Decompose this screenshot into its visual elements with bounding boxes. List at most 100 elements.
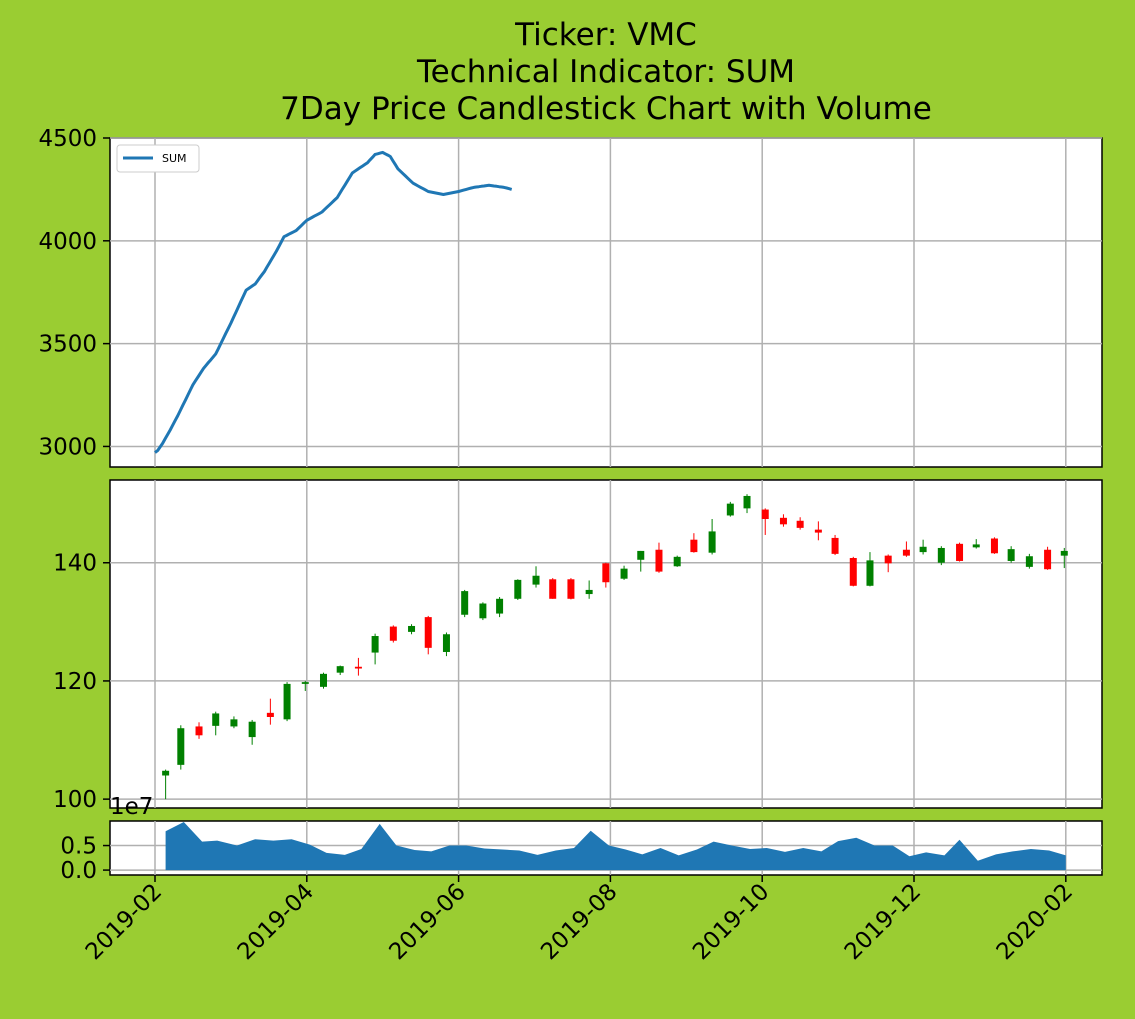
candle-body [602, 563, 610, 583]
candle [389, 625, 397, 643]
candle-body [743, 495, 751, 509]
candle-body [1044, 549, 1052, 570]
candle [726, 501, 734, 517]
candle-body [637, 550, 645, 560]
y-tick-label: 0.0 [60, 858, 97, 884]
candle-body [972, 544, 980, 548]
volume-area [165, 822, 1066, 871]
candle [532, 566, 540, 588]
candle-body [620, 568, 628, 579]
candle [1007, 546, 1015, 563]
candle-body [990, 538, 998, 554]
candle [408, 624, 416, 635]
candle-body [248, 721, 256, 738]
candle [743, 494, 751, 514]
title-line: Ticker: VMC [514, 17, 697, 53]
candle [319, 672, 327, 689]
candle-body [690, 539, 698, 553]
candle [266, 698, 274, 725]
candle-body [585, 589, 593, 595]
candle [567, 578, 575, 600]
candle [283, 682, 291, 722]
candle-body [937, 547, 945, 563]
candle [620, 565, 628, 580]
candle [1044, 546, 1052, 570]
candle [902, 541, 910, 557]
candle [708, 519, 716, 555]
price-axes [109, 479, 1103, 809]
y-tick-label: 4500 [38, 126, 97, 152]
candle-body [919, 546, 927, 553]
candle-body [761, 509, 769, 520]
x-tick-label: 2019-02 [81, 879, 167, 965]
candle [479, 602, 487, 621]
candle [371, 633, 379, 665]
candle [655, 542, 663, 573]
candle [301, 680, 309, 691]
y-tick-label: 100 [53, 787, 97, 813]
candle [461, 589, 469, 618]
candle-body [902, 549, 910, 556]
candle-body [162, 770, 170, 776]
candle-body [708, 531, 716, 553]
candle-body [389, 626, 397, 641]
candle-body [424, 617, 432, 648]
candle-body [319, 673, 327, 687]
price-panel: 100 120 140 [53, 479, 1103, 813]
candle [972, 539, 980, 549]
candle-body [195, 726, 203, 736]
candle [1060, 547, 1068, 569]
candle [814, 521, 822, 541]
candle-body [336, 666, 344, 673]
candle-body [1025, 556, 1033, 567]
candle [1025, 553, 1033, 569]
candle [442, 632, 450, 657]
candle [212, 711, 220, 736]
y-tick-label: 3000 [38, 434, 97, 460]
title-line: 7Day Price Candlestick Chart with Volume [280, 91, 932, 127]
candle [796, 517, 804, 530]
candle-body [814, 529, 822, 533]
x-tick-label: 2019-12 [840, 879, 926, 965]
candle-body [1007, 549, 1015, 561]
x-tick-label: 2019-08 [536, 879, 622, 965]
candle-body [301, 682, 309, 684]
candle-body [283, 683, 291, 720]
title-line: Technical Indicator: SUM [416, 54, 795, 90]
candle [424, 615, 432, 655]
price-y-ticks: 100 120 140 [53, 551, 110, 813]
candle [761, 508, 769, 535]
candle-body [230, 719, 238, 727]
x-tick-label: 2020-02 [992, 879, 1078, 965]
candle [549, 578, 557, 599]
candle-body [884, 555, 892, 564]
volume-panel: 0.00.5 [60, 820, 1103, 884]
candle-body [655, 549, 663, 572]
x-axis-ticks: 2019-02 2019-04 2019-06 2019-08 2019-10 2019-… [81, 875, 1078, 965]
candle [884, 554, 892, 573]
candle [956, 542, 964, 562]
x-tick-label: 2019-06 [384, 879, 470, 965]
sum-line [154, 150, 513, 454]
candle-body [408, 625, 416, 632]
candle [336, 665, 344, 676]
candle [831, 534, 839, 556]
candles [162, 494, 1068, 800]
y-tick-label: 140 [53, 551, 97, 577]
candle-body [354, 666, 362, 669]
y-tick-label: 120 [53, 669, 97, 695]
candle-body [371, 636, 379, 653]
y-tick-label: 3500 [38, 332, 97, 358]
candle [779, 514, 787, 527]
legend-box [116, 144, 200, 173]
candle [849, 556, 857, 587]
candle-body [442, 634, 450, 652]
candle-body [831, 537, 839, 554]
candle [602, 562, 610, 588]
candle-body [461, 591, 469, 615]
candle-body [779, 517, 787, 525]
candle-body [849, 558, 857, 586]
candle [585, 580, 593, 599]
candle-body [1060, 550, 1068, 556]
